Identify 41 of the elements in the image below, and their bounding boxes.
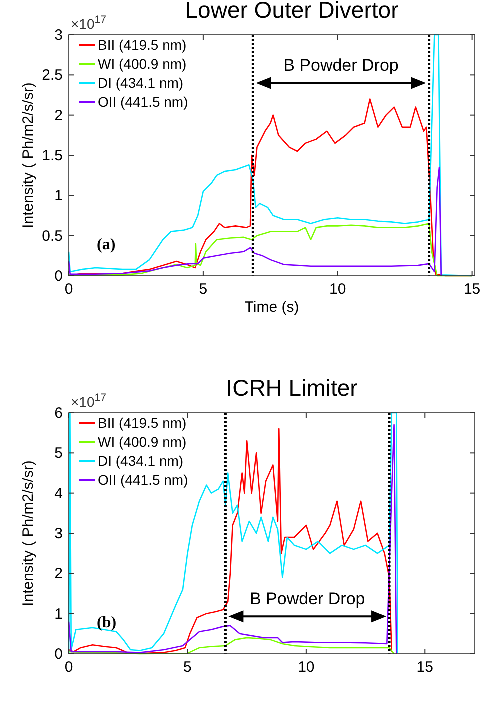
y-tick-label: 2 bbox=[54, 566, 63, 583]
y-tick-label: 5 bbox=[54, 445, 63, 462]
y-tick-label: 2 bbox=[54, 107, 63, 124]
annotation: (b) bbox=[97, 614, 117, 632]
line-series bbox=[68, 637, 395, 655]
y-tick-label: 0 bbox=[54, 268, 63, 285]
y-tick-label: 1 bbox=[54, 188, 63, 205]
y-axis-title: Intensity ( Ph/m2/s/sr) bbox=[20, 82, 37, 228]
y-axis-title: Intensity ( Ph/m2/s/sr) bbox=[20, 460, 37, 606]
y-tick-label: 1 bbox=[54, 606, 63, 623]
y-tick-label: 4 bbox=[54, 485, 63, 502]
annotation: B Powder Drop bbox=[284, 56, 399, 76]
chart-title: Lower Outer Divertor bbox=[185, 0, 400, 23]
y-tick-label: 6 bbox=[54, 405, 63, 422]
x-tick-label: 5 bbox=[184, 659, 192, 676]
x-axis-title: Time (s) bbox=[244, 299, 300, 316]
legend-label: DI (434.1 nm) bbox=[98, 75, 184, 91]
x-tick-label: 10 bbox=[330, 281, 346, 298]
x-tick-label: 15 bbox=[416, 659, 434, 676]
chart-title: ICRH Limiter bbox=[226, 375, 358, 401]
annotation: B Powder Drop bbox=[250, 590, 366, 609]
legend-label: DI (434.1 nm) bbox=[98, 453, 184, 469]
x-tick-label: 5 bbox=[199, 281, 208, 298]
y-tick-label: 3 bbox=[54, 526, 63, 542]
legend-label: WI (400.9 nm) bbox=[98, 56, 187, 72]
legend-label: OII (441.5 nm) bbox=[98, 472, 188, 488]
legend-label: OII (441.5 nm) bbox=[98, 94, 188, 110]
x-tick-label: 15 bbox=[464, 281, 481, 298]
y-tick-label: 0 bbox=[54, 646, 63, 663]
legend-label: BII (419.5 nm) bbox=[98, 415, 187, 431]
legend-label: WI (400.9 nm) bbox=[98, 434, 187, 450]
line-series bbox=[68, 166, 442, 277]
y-tick-label: 1.5 bbox=[42, 148, 63, 164]
y-tick-label: 3 bbox=[54, 27, 63, 44]
y-tick-label: 2.5 bbox=[42, 67, 63, 84]
text: ×10$^{17}$ bbox=[71, 14, 107, 32]
text: ×10$^{17}$ bbox=[71, 392, 107, 410]
x-tick-label: 10 bbox=[298, 659, 315, 676]
legend-label: BII (419.5 nm) bbox=[98, 37, 187, 53]
y-tick-label: 0.5 bbox=[42, 228, 63, 245]
annotation: (a) bbox=[97, 236, 116, 254]
